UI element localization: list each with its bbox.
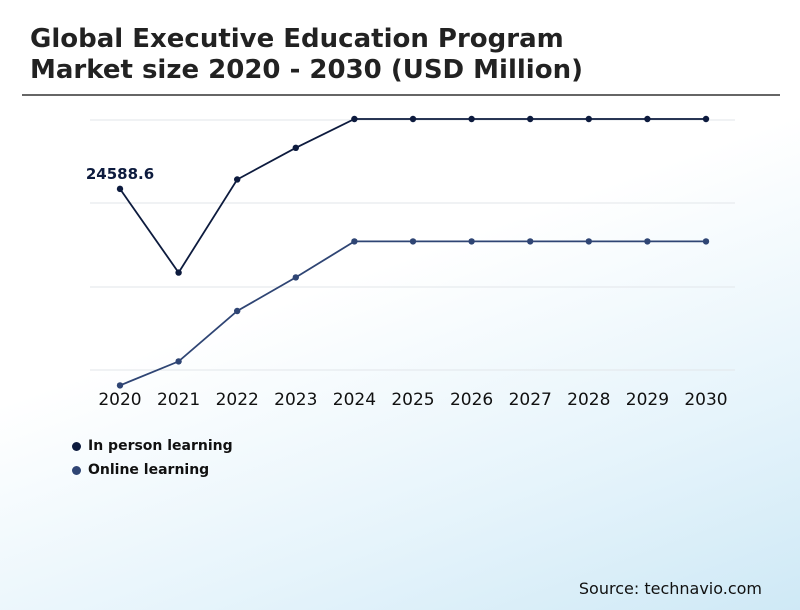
title-divider: [22, 94, 780, 96]
legend-marker-1: [72, 465, 81, 475]
data-point-s0-2021: [175, 269, 182, 276]
series-lines: [119, 118, 706, 387]
data-point-s1-2026: [468, 238, 475, 245]
series-points: [116, 115, 710, 389]
data-point-s1-2027: [527, 238, 534, 245]
x-tick-label-2030: 2030: [684, 390, 727, 410]
x-tick-label-2023: 2023: [274, 390, 317, 410]
series-line-1: [119, 240, 706, 387]
x-tick-label-2025: 2025: [391, 390, 434, 410]
series-line-0: [119, 118, 706, 275]
data-point-s0-2020: [116, 185, 124, 193]
legend-label-0: In person learning: [88, 438, 233, 454]
chart-title: Global Executive Education Program Marke…: [30, 24, 583, 86]
annotation-label: 24588.6: [86, 165, 154, 183]
gridlines: [90, 119, 735, 371]
x-axis-tick-labels: 2020 2021 2022 2023 2024 2025 2026 2027 2028 2029…: [98, 390, 727, 410]
x-tick-label-2027: 2027: [509, 390, 552, 410]
data-point-s0-2024: [351, 115, 358, 123]
data-point-s1-2023: [292, 274, 299, 281]
data-point-s0-2022: [234, 176, 241, 183]
data-point-s1-2030: [702, 238, 710, 245]
legend-label-1: Online learning: [88, 462, 210, 478]
legend-item-1: Online learning: [72, 458, 233, 482]
data-point-s1-2022: [234, 307, 241, 315]
data-point-s1-2021: [175, 358, 182, 365]
legend: In person learning Online learning: [72, 434, 233, 482]
x-tick-label-2020: 2020: [98, 390, 141, 410]
x-tick-label-2024: 2024: [333, 390, 376, 410]
data-point-s1-2025: [409, 238, 417, 245]
data-point-s0-2023: [292, 144, 299, 151]
data-point-s1-2028: [585, 238, 592, 245]
data-point-s0-2030: [702, 115, 710, 123]
chart-title-line-2: Market size 2020 - 2030 (USD Million): [30, 55, 583, 85]
source-label: Source: technavio.com: [578, 579, 762, 598]
data-point-s1-2024: [351, 238, 358, 245]
legend-item-0: In person learning: [72, 434, 233, 458]
data-point-s1-2020: [116, 382, 124, 389]
chart-title-line-1: Global Executive Education Program: [30, 24, 564, 54]
x-tick-label-2022: 2022: [216, 390, 259, 410]
legend-marker-0: [72, 441, 81, 451]
data-point-s0-2029: [644, 115, 651, 123]
data-point-s0-2028: [585, 115, 592, 123]
data-point-s0-2025: [409, 115, 417, 123]
x-tick-label-2026: 2026: [450, 390, 493, 410]
x-tick-label-2028: 2028: [567, 390, 610, 410]
x-tick-label-2021: 2021: [157, 390, 200, 410]
data-point-s1-2029: [644, 238, 651, 245]
line-chart: 2020 2021 2022 2023 2024 2025 2026 2027 2028 2029…: [86, 115, 735, 410]
data-point-s0-2027: [527, 115, 534, 123]
x-tick-label-2029: 2029: [626, 390, 669, 410]
data-annotations: 24588.6: [86, 165, 154, 183]
data-point-s0-2026: [468, 115, 475, 123]
